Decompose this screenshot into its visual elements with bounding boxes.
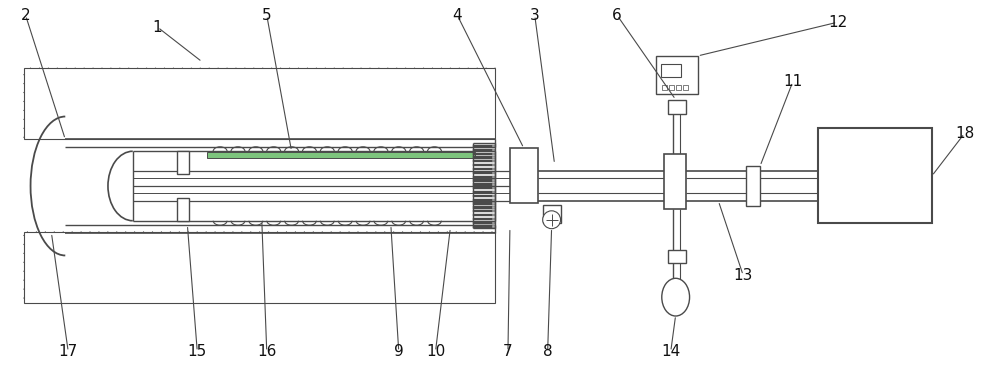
Bar xyxy=(473,168,492,170)
Text: 5: 5 xyxy=(262,8,272,23)
Text: 6: 6 xyxy=(612,8,622,23)
Bar xyxy=(662,85,667,90)
Text: 13: 13 xyxy=(733,268,753,283)
Bar xyxy=(473,149,492,151)
Bar xyxy=(473,195,492,197)
Bar xyxy=(473,175,492,178)
Bar xyxy=(473,160,492,162)
Bar xyxy=(492,152,495,155)
Text: 14: 14 xyxy=(661,344,680,359)
Bar xyxy=(492,187,495,189)
Bar xyxy=(24,232,495,303)
Bar xyxy=(473,172,492,174)
Text: 10: 10 xyxy=(426,344,445,359)
Bar xyxy=(473,225,492,228)
Bar xyxy=(473,198,492,201)
Bar xyxy=(492,202,495,205)
Bar xyxy=(669,85,674,90)
Bar xyxy=(473,187,492,189)
Text: 11: 11 xyxy=(783,74,802,89)
Text: 18: 18 xyxy=(955,126,974,141)
Bar xyxy=(473,214,492,216)
Bar xyxy=(492,156,495,159)
Bar xyxy=(656,56,698,94)
Bar xyxy=(492,225,495,228)
Bar xyxy=(473,145,492,147)
Bar xyxy=(473,206,492,209)
Bar xyxy=(746,166,760,206)
Bar xyxy=(492,168,495,170)
Bar xyxy=(661,64,681,77)
Bar xyxy=(473,164,492,166)
Bar xyxy=(473,183,492,186)
Bar xyxy=(492,191,495,193)
Text: 9: 9 xyxy=(394,344,404,359)
Text: 16: 16 xyxy=(257,344,276,359)
Circle shape xyxy=(543,211,561,229)
Bar xyxy=(492,160,495,162)
Text: 12: 12 xyxy=(828,15,847,30)
Bar xyxy=(492,214,495,216)
Text: 2: 2 xyxy=(21,8,30,23)
Text: 17: 17 xyxy=(59,344,78,359)
Bar xyxy=(492,145,495,147)
Text: 7: 7 xyxy=(503,344,513,359)
Bar xyxy=(492,172,495,174)
Bar xyxy=(492,210,495,212)
Bar xyxy=(473,210,492,212)
Bar xyxy=(664,154,686,209)
Bar xyxy=(668,100,686,114)
Bar xyxy=(492,183,495,186)
Bar xyxy=(492,195,495,197)
Bar xyxy=(473,179,492,182)
Text: 8: 8 xyxy=(543,344,552,359)
Bar xyxy=(473,156,492,159)
Text: 3: 3 xyxy=(530,8,540,23)
Text: 4: 4 xyxy=(453,8,462,23)
Bar xyxy=(473,152,492,155)
Bar xyxy=(676,85,681,90)
Text: 1: 1 xyxy=(153,20,162,35)
Text: 15: 15 xyxy=(188,344,207,359)
Bar xyxy=(668,250,686,263)
Bar xyxy=(492,179,495,182)
Bar xyxy=(543,205,561,223)
Bar xyxy=(473,221,492,224)
Bar xyxy=(492,218,495,220)
Ellipse shape xyxy=(662,278,690,316)
Bar xyxy=(510,148,538,203)
Bar xyxy=(818,128,932,223)
Bar xyxy=(492,206,495,209)
Bar xyxy=(492,221,495,224)
Bar xyxy=(473,202,492,205)
Bar xyxy=(177,151,189,174)
Bar xyxy=(207,152,475,158)
Bar xyxy=(473,218,492,220)
Bar xyxy=(492,198,495,201)
Bar xyxy=(473,191,492,193)
Bar xyxy=(177,198,189,221)
Bar xyxy=(492,149,495,151)
Bar xyxy=(24,68,495,139)
Bar xyxy=(683,85,688,90)
Bar xyxy=(492,175,495,178)
Bar xyxy=(492,164,495,166)
